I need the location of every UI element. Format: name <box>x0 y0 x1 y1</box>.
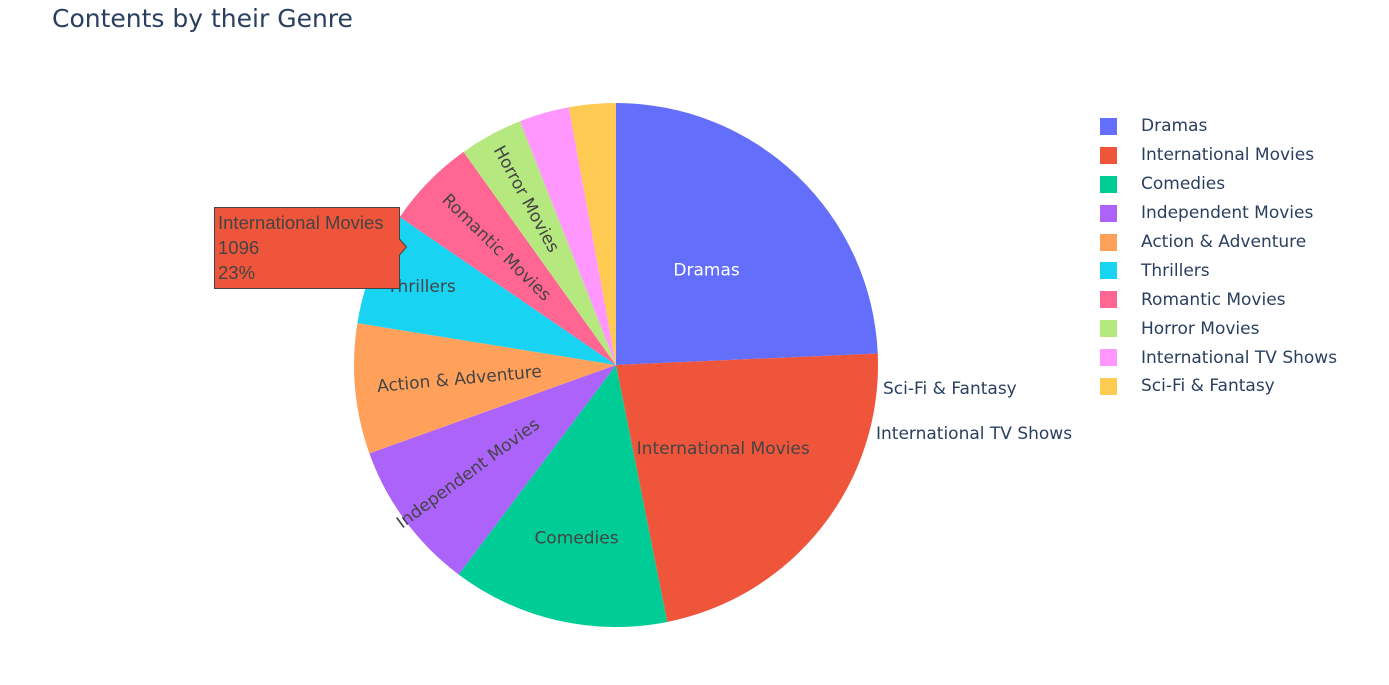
legend-label: Independent Movies <box>1141 203 1314 224</box>
legend-swatch <box>1100 349 1117 367</box>
slice-label-dramas: Dramas <box>673 260 739 280</box>
pie-slice-romantic-movies[interactable] <box>399 151 616 365</box>
pie-slices <box>354 103 879 628</box>
legend-swatch <box>1100 291 1117 309</box>
legend-item-horror-movies[interactable]: Horror Movies <box>1100 314 1337 343</box>
legend-swatch <box>1100 204 1117 222</box>
legend-item-action-adventure[interactable]: Action & Adventure <box>1100 228 1337 257</box>
legend-item-international-tv-shows[interactable]: International TV Shows <box>1100 343 1337 372</box>
legend-item-independent-movies[interactable]: Independent Movies <box>1100 199 1337 228</box>
tooltip-box <box>214 207 408 289</box>
chart-title: Contents by their Genre <box>52 4 353 33</box>
legend-label: Thrillers <box>1141 260 1210 281</box>
legend-item-thrillers[interactable]: Thrillers <box>1100 256 1337 285</box>
legend-label: Comedies <box>1141 174 1226 195</box>
pie-slice-comedies[interactable] <box>458 365 668 628</box>
legend-label: Romantic Movies <box>1141 289 1286 310</box>
pie-slice-independent-movies[interactable] <box>369 365 616 575</box>
tooltip-label: International Movies <box>218 212 384 233</box>
legend-label: Dramas <box>1141 116 1208 137</box>
legend-label: Horror Movies <box>1141 318 1260 339</box>
legend-swatch <box>1100 175 1117 193</box>
slice-label-international-movies: International Movies <box>637 439 810 459</box>
legend-swatch <box>1100 262 1117 280</box>
legend-label: Sci-Fi & Fantasy <box>1141 376 1275 397</box>
legend-swatch <box>1100 377 1117 395</box>
legend-label: International TV Shows <box>1141 347 1338 368</box>
pie-slice-horror-movies[interactable] <box>463 121 616 365</box>
legend-label: International Movies <box>1141 145 1315 166</box>
slice-label-comedies: Comedies <box>534 529 618 549</box>
legend: Dramas International Movies Comedies Indepe… <box>1100 112 1337 401</box>
tooltip-percent: 23% <box>218 262 256 283</box>
legend-swatch <box>1100 320 1117 338</box>
legend-swatch <box>1100 146 1117 164</box>
pie-slice-international-movies[interactable] <box>616 353 879 622</box>
legend-item-comedies[interactable]: Comedies <box>1100 170 1337 199</box>
pie-slice-thrillers[interactable] <box>357 216 616 365</box>
legend-label: Action & Adventure <box>1141 232 1307 252</box>
pie-slice-international-tv-shows[interactable] <box>519 107 616 365</box>
hover-tooltip: International Movies 1096 23% <box>214 207 408 289</box>
legend-swatch <box>1100 117 1117 135</box>
pie-slice-sci-fi-fantasy[interactable] <box>568 103 616 365</box>
pie-slice-action-adventure[interactable] <box>354 323 616 454</box>
pie-slice-dramas[interactable] <box>616 103 878 365</box>
legend-item-international-movies[interactable]: International Movies <box>1100 141 1337 170</box>
legend-swatch <box>1100 233 1117 251</box>
tooltip-value: 1096 <box>218 237 260 258</box>
legend-item-sci-fi-fantasy[interactable]: Sci-Fi & Fantasy <box>1100 372 1337 401</box>
slice-label-international-tv-shows: International TV Shows <box>876 424 1072 444</box>
slice-label-sci-fi-fantasy: Sci-Fi & Fantasy <box>883 379 1017 399</box>
legend-item-romantic-movies[interactable]: Romantic Movies <box>1100 285 1337 314</box>
legend-item-dramas[interactable]: Dramas <box>1100 112 1337 141</box>
slice-label-thrillers: Thrillers <box>386 277 456 297</box>
